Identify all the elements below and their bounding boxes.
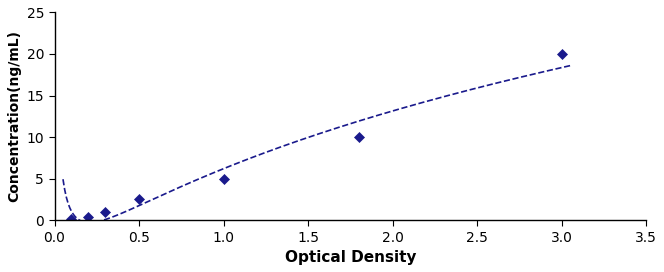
X-axis label: Optical Density: Optical Density — [285, 250, 416, 265]
Y-axis label: Concentration(ng/mL): Concentration(ng/mL) — [7, 30, 21, 202]
